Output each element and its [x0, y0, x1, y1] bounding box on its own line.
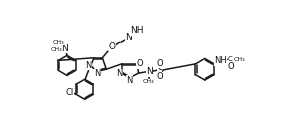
Text: CH₃: CH₃: [143, 79, 154, 84]
Text: C: C: [228, 56, 233, 62]
Text: S: S: [157, 66, 163, 74]
Text: O: O: [157, 72, 163, 81]
Text: N: N: [126, 76, 133, 84]
Text: Cl: Cl: [66, 88, 74, 97]
Text: NH: NH: [214, 56, 227, 65]
Text: O: O: [108, 42, 115, 51]
Text: O: O: [108, 42, 115, 51]
Text: N: N: [116, 69, 123, 78]
Text: CH₃: CH₃: [234, 57, 246, 62]
Text: N: N: [116, 69, 123, 78]
Text: O: O: [227, 62, 234, 71]
Text: O: O: [157, 72, 163, 81]
Text: N: N: [94, 69, 100, 78]
Text: N: N: [146, 67, 153, 76]
Text: C: C: [228, 56, 233, 62]
Text: N: N: [125, 33, 132, 42]
Text: N: N: [94, 69, 100, 78]
Text: O: O: [157, 59, 163, 68]
Text: CH₃: CH₃: [143, 79, 154, 84]
Text: CH₃: CH₃: [53, 40, 64, 45]
Text: N: N: [146, 67, 153, 76]
Text: O: O: [157, 59, 163, 68]
Text: O: O: [136, 59, 143, 68]
Text: O: O: [136, 59, 143, 68]
Text: O: O: [227, 62, 234, 71]
Text: N: N: [61, 44, 68, 53]
Text: NH: NH: [214, 56, 227, 65]
Text: CH₃: CH₃: [234, 57, 246, 62]
Text: N: N: [85, 61, 92, 70]
Text: NH: NH: [130, 26, 144, 35]
Text: N: N: [126, 76, 133, 84]
Text: CH₃: CH₃: [50, 47, 62, 52]
Text: N: N: [125, 33, 132, 42]
Text: CH₃: CH₃: [50, 47, 62, 52]
Text: CH₃: CH₃: [53, 40, 64, 45]
Text: S: S: [157, 66, 163, 74]
Text: N: N: [85, 61, 92, 70]
Text: N: N: [61, 44, 68, 53]
Text: Cl: Cl: [66, 88, 74, 97]
Text: NH: NH: [130, 26, 144, 35]
